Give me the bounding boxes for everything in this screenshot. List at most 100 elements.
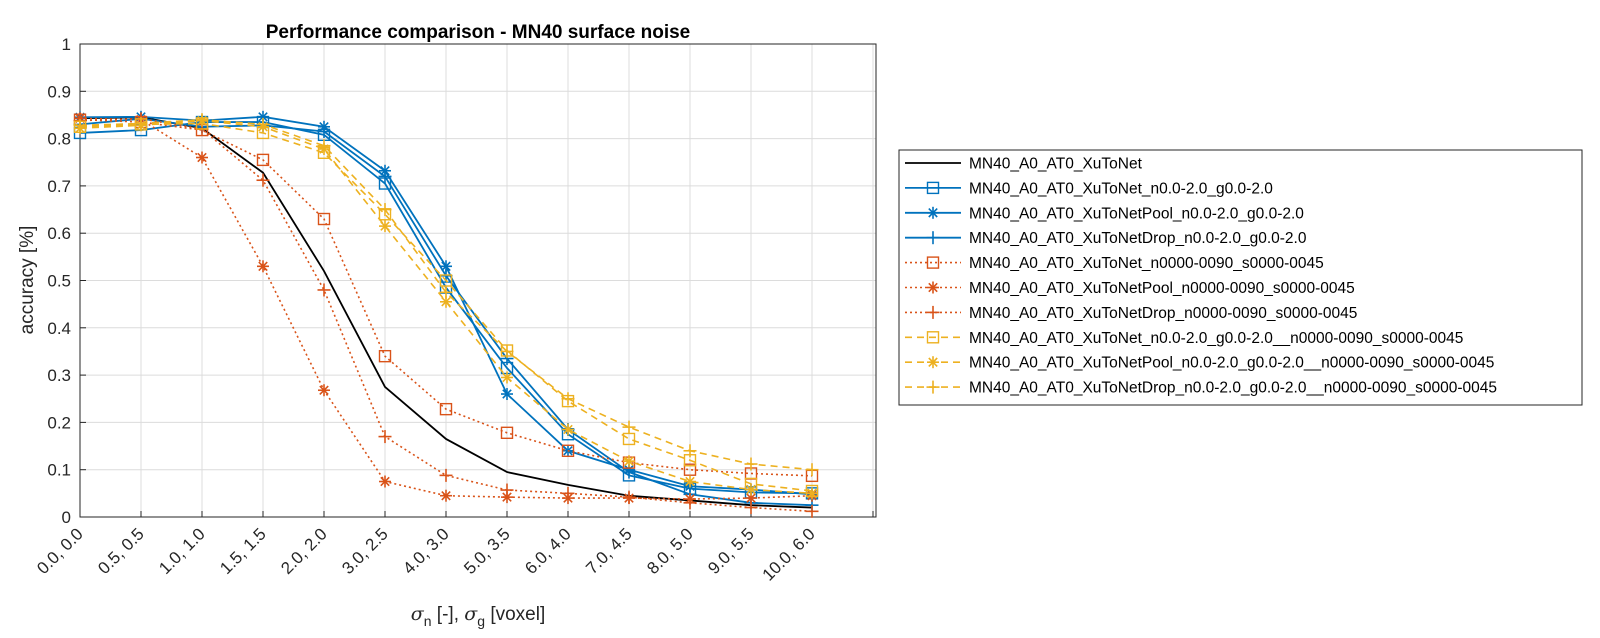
legend-label: MN40_A0_AT0_XuToNet_n0.0-2.0_g0.0-2.0__n… xyxy=(969,330,1463,347)
data-point xyxy=(561,486,575,500)
x-tick-label: 1.0, 1.0 xyxy=(155,524,209,578)
legend-box xyxy=(898,149,1583,406)
legend-label: MN40_A0_AT0_XuToNetPool_n0000-0090_s0000… xyxy=(969,280,1355,297)
legend-swatch-marker xyxy=(927,356,939,369)
legend: MN40_A0_AT0_XuToNet MN40_A0_AT0_XuToNet_n… xyxy=(898,149,1583,406)
data-point xyxy=(562,423,574,436)
data-point xyxy=(256,117,270,131)
data-point xyxy=(745,483,757,496)
chart-title: Performance comparison - MN40 surface no… xyxy=(266,22,690,43)
y-tick-label: 0.5 xyxy=(47,272,71,291)
data-point xyxy=(73,118,87,132)
x-tick-label: 1.5, 1.5 xyxy=(216,524,270,578)
data-point xyxy=(439,285,453,299)
data-point xyxy=(561,392,575,406)
x-tick-label: 2.0, 2.0 xyxy=(277,524,331,578)
legend-label: MN40_A0_AT0_XuToNetDrop_n0.0-2.0_g0.0-2.… xyxy=(969,230,1307,247)
x-tick-label: 3.0, 2.5 xyxy=(338,524,392,578)
y-tick-label: 0.1 xyxy=(47,461,71,480)
data-point xyxy=(379,475,391,488)
y-tick-label: 1 xyxy=(62,35,71,54)
data-point xyxy=(134,116,148,130)
legend-entry: MN40_A0_AT0_XuToNetDrop_n0.0-2.0_g0.0-2.… xyxy=(905,230,1307,247)
x-tick-label: 0.5, 0.5 xyxy=(94,524,148,578)
data-point xyxy=(317,283,331,297)
x-tick-label: 0.0, 0.0 xyxy=(33,524,87,578)
legend-entry: MN40_A0_AT0_XuToNet xyxy=(905,156,1143,173)
x-axis-title-sub-g: g xyxy=(477,613,485,629)
data-point xyxy=(378,430,392,444)
data-point xyxy=(379,220,391,233)
data-point xyxy=(500,344,514,358)
data-point xyxy=(317,125,331,139)
legend-label: MN40_A0_AT0_XuToNetDrop_n0.0-2.0_g0.0-2.… xyxy=(969,380,1497,397)
legend-swatch-marker xyxy=(926,305,940,319)
data-point xyxy=(378,169,392,183)
data-point xyxy=(256,173,270,187)
x-axis-title-end: [voxel] xyxy=(485,604,545,625)
data-point xyxy=(622,420,636,434)
data-point xyxy=(439,402,453,416)
data-point xyxy=(684,475,696,488)
data-point xyxy=(683,444,697,458)
data-point xyxy=(745,492,757,505)
x-axis-title-sub-n: n xyxy=(424,613,432,629)
legend-label: MN40_A0_AT0_XuToNet_n0000-0090_s0000-004… xyxy=(969,255,1324,272)
legend-label: MN40_A0_AT0_XuToNetDrop_n0000-0090_s0000… xyxy=(969,305,1357,322)
x-tick-label: 4.0, 3.0 xyxy=(399,524,453,578)
y-axis-ticks: 0 0.1 0.2 0.3 0.4 0.5 0.6 0.7 0.8 0.9 1 xyxy=(47,35,86,527)
data-point xyxy=(806,487,818,500)
data-point xyxy=(683,463,697,476)
y-tick-label: 0 xyxy=(62,508,71,527)
x-tick-label: 7.0, 4.5 xyxy=(582,524,636,578)
y-axis-title: accuracy [%] xyxy=(17,226,38,335)
data-point xyxy=(318,384,330,397)
data-point xyxy=(317,212,331,226)
x-axis-title: σn [-], σg [voxel] xyxy=(411,603,546,629)
y-tick-label: 0.4 xyxy=(47,319,71,338)
data-point xyxy=(256,153,270,167)
legend-entry: MN40_A0_AT0_XuToNetPool_n0000-0090_s0000… xyxy=(905,280,1355,297)
legend-swatch-marker xyxy=(927,281,939,294)
legend-entry: MN40_A0_AT0_XuToNetDrop_n0.0-2.0_g0.0-2.… xyxy=(905,380,1497,397)
data-point xyxy=(744,501,758,515)
x-axis-title-sigma-n: σ xyxy=(411,603,425,625)
y-tick-label: 0.9 xyxy=(47,82,71,101)
legend-swatch-marker xyxy=(926,256,940,269)
x-axis-title-sigma-g: σ xyxy=(464,603,478,625)
data-point xyxy=(257,260,269,273)
legend-entry: MN40_A0_AT0_XuToNetDrop_n0000-0090_s0000… xyxy=(905,305,1357,322)
x-tick-label: 5.0, 3.5 xyxy=(460,524,514,578)
data-point xyxy=(805,463,819,477)
data-point xyxy=(440,260,452,273)
y-tick-label: 0.7 xyxy=(47,177,71,196)
y-tick-label: 0.3 xyxy=(47,366,71,385)
series-group xyxy=(73,110,819,518)
data-point xyxy=(378,349,392,363)
x-axis-ticks: 0.0, 0.0 0.5, 0.5 1.0, 1.0 1.5, 1.5 2.0, 2.0… xyxy=(33,511,874,585)
data-point xyxy=(683,496,697,510)
data-point xyxy=(500,426,514,440)
x-tick-label: 6.0, 4.0 xyxy=(521,524,575,578)
series-7 xyxy=(73,112,819,518)
data-point xyxy=(501,371,513,384)
series-10 xyxy=(73,113,819,477)
y-tick-label: 0.8 xyxy=(47,130,71,149)
series-line xyxy=(79,118,813,477)
legend-swatch-marker xyxy=(927,206,939,219)
data-point xyxy=(805,504,819,518)
x-tick-label: 9.0, 5.5 xyxy=(704,524,758,578)
legend-entry: MN40_A0_AT0_XuToNet_n0.0-2.0_g0.0-2.0 xyxy=(905,180,1273,197)
grid xyxy=(80,43,876,518)
legend-entry: MN40_A0_AT0_XuToNetPool_n0.0-2.0_g0.0-2.… xyxy=(905,205,1304,222)
legend-swatch-marker xyxy=(926,331,940,344)
legend-entry: MN40_A0_AT0_XuToNet_n0000-0090_s0000-004… xyxy=(905,255,1324,272)
x-tick-label: 10.0, 6.0 xyxy=(759,524,819,584)
data-point xyxy=(317,139,331,153)
legend-label: MN40_A0_AT0_XuToNetPool_n0.0-2.0_g0.0-2.… xyxy=(969,205,1304,222)
legend-label: MN40_A0_AT0_XuToNet_n0.0-2.0_g0.0-2.0 xyxy=(969,180,1273,197)
legend-entry: MN40_A0_AT0_XuToNet_n0.0-2.0_g0.0-2.0__n… xyxy=(905,330,1463,347)
y-tick-label: 0.2 xyxy=(47,413,71,432)
data-point xyxy=(501,388,513,401)
